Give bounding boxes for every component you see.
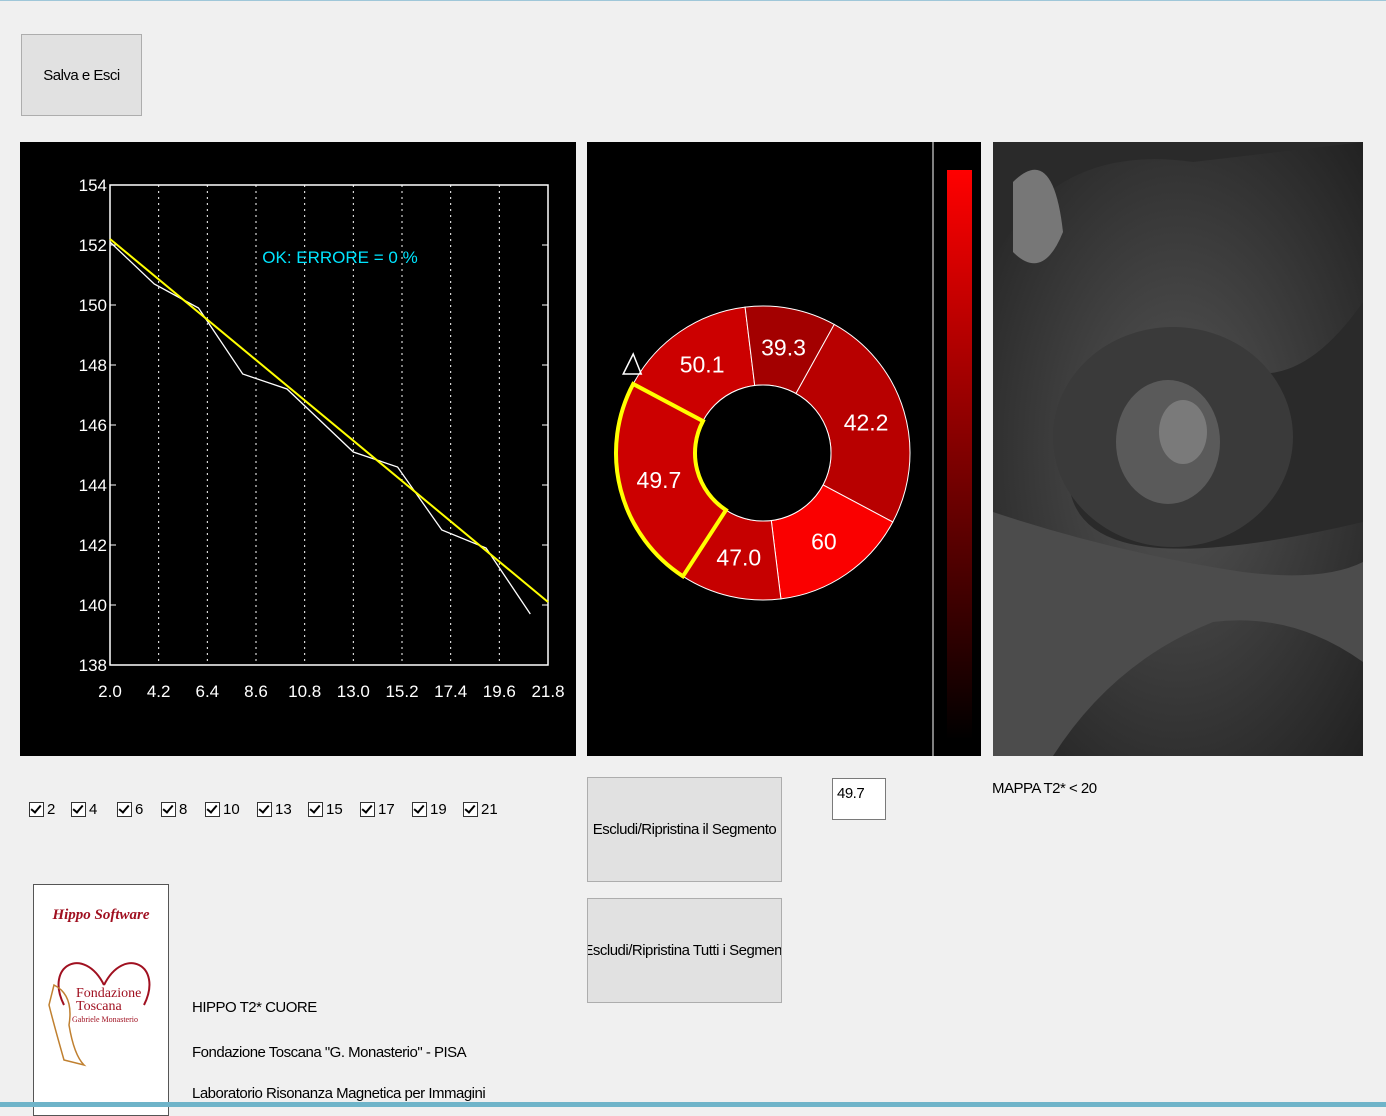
segment-label: 42.2 — [844, 409, 889, 435]
segment-label: 39.3 — [761, 334, 806, 360]
checkbox-label: 2 — [47, 801, 55, 818]
segment-label: 50.1 — [680, 351, 725, 377]
save-exit-button[interactable]: Salva e Esci — [21, 34, 142, 116]
segment-label: 47.0 — [716, 545, 761, 571]
footer-line: Laboratorio Risonanza Magnetica per Imma… — [192, 1085, 485, 1102]
segment-label: 60 — [811, 529, 837, 555]
map-label: MAPPA T2* < 20 — [992, 780, 1097, 797]
x-tick-label: 10.8 — [288, 682, 321, 701]
checkbox-box[interactable] — [71, 802, 86, 817]
echo-checkbox[interactable]: 10 — [205, 801, 240, 818]
y-tick-label: 148 — [79, 356, 107, 375]
checkbox-box[interactable] — [205, 802, 220, 817]
logo-name: Fondazione Toscana — [76, 987, 141, 1013]
y-tick-label: 154 — [79, 176, 107, 195]
echo-checkbox[interactable]: 2 — [29, 801, 55, 818]
mri-ventricle — [1159, 400, 1207, 464]
checkbox-box[interactable] — [308, 802, 323, 817]
segment-map: 50.1 39.3 42.2 60 47.0 49.7 — [587, 142, 981, 756]
x-tick-label: 17.4 — [434, 682, 467, 701]
decay-plot: 138 140 142 144 146 148 150 152 154 2.0 4.2 6.4 8.6 1… — [20, 142, 576, 756]
y-tick-label: 140 — [79, 596, 107, 615]
segment-value-box[interactable]: 49.7 — [832, 778, 886, 820]
window-border — [0, 0, 1386, 1]
x-tick-label: 2.0 — [98, 682, 122, 701]
mri-image — [993, 142, 1363, 756]
checkbox-box[interactable] — [257, 802, 272, 817]
exclude-segment-button[interactable]: Escludi/Ripristina il Segmento — [587, 777, 782, 882]
app-window: Salva e Esci 138140142144146148150152154… — [0, 0, 1386, 1107]
x-tick-label: 15.2 — [385, 682, 418, 701]
x-tick-label: 8.6 — [244, 682, 268, 701]
x-tick-label: 13.0 — [337, 682, 370, 701]
segment-label: 49.7 — [637, 467, 682, 493]
logo-title: Hippo Software — [34, 907, 168, 924]
window-border — [0, 1102, 1386, 1107]
echo-checkbox[interactable]: 21 — [463, 801, 498, 818]
checkbox-label: 19 — [430, 801, 447, 818]
echo-checkbox[interactable]: 17 — [360, 801, 395, 818]
logo: Hippo Software Fondazione Toscana Gabrie… — [33, 884, 169, 1116]
exclude-all-button[interactable]: Escludi/Ripristina Tutti i Segment — [587, 898, 782, 1003]
checkbox-box[interactable] — [161, 802, 176, 817]
echo-checkbox[interactable]: 15 — [308, 801, 343, 818]
echo-checkbox[interactable]: 13 — [257, 801, 292, 818]
footer-line: HIPPO T2* CUORE — [192, 999, 317, 1016]
x-tick-label: 21.8 — [531, 682, 564, 701]
logo-subtitle: Gabriele Monasterio — [72, 1015, 138, 1024]
checkbox-label: 8 — [179, 801, 187, 818]
checkbox-label: 13 — [275, 801, 292, 818]
echo-checkbox[interactable]: 6 — [117, 801, 143, 818]
footer-line: Fondazione Toscana "G. Monasterio" - PIS… — [192, 1044, 466, 1061]
x-tick-label: 6.4 — [196, 682, 220, 701]
logo-name-line: Toscana — [76, 1000, 141, 1013]
x-tick-label: 19.6 — [483, 682, 516, 701]
checkbox-label: 6 — [135, 801, 143, 818]
y-tick-label: 146 — [79, 416, 107, 435]
checkbox-box[interactable] — [360, 802, 375, 817]
checkbox-label: 15 — [326, 801, 343, 818]
y-tick-label: 144 — [79, 476, 107, 495]
checkbox-label: 17 — [378, 801, 395, 818]
checkbox-label: 10 — [223, 801, 240, 818]
annotation: OK: ERRORE = 0 % — [262, 248, 417, 267]
color-bar — [947, 170, 972, 740]
checkbox-box[interactable] — [29, 802, 44, 817]
checkbox-box[interactable] — [463, 802, 478, 817]
echo-checkbox[interactable]: 19 — [412, 801, 447, 818]
echo-checkbox[interactable]: 8 — [161, 801, 187, 818]
y-tick-label: 150 — [79, 296, 107, 315]
echo-checkbox[interactable]: 4 — [71, 801, 97, 818]
checkbox-label: 4 — [89, 801, 97, 818]
y-tick-label: 138 — [79, 656, 107, 675]
x-tick-label: 4.2 — [147, 682, 171, 701]
y-tick-label: 142 — [79, 536, 107, 555]
checkbox-box[interactable] — [412, 802, 427, 817]
y-tick-label: 152 — [79, 236, 107, 255]
checkbox-box[interactable] — [117, 802, 132, 817]
checkbox-label: 21 — [481, 801, 498, 818]
